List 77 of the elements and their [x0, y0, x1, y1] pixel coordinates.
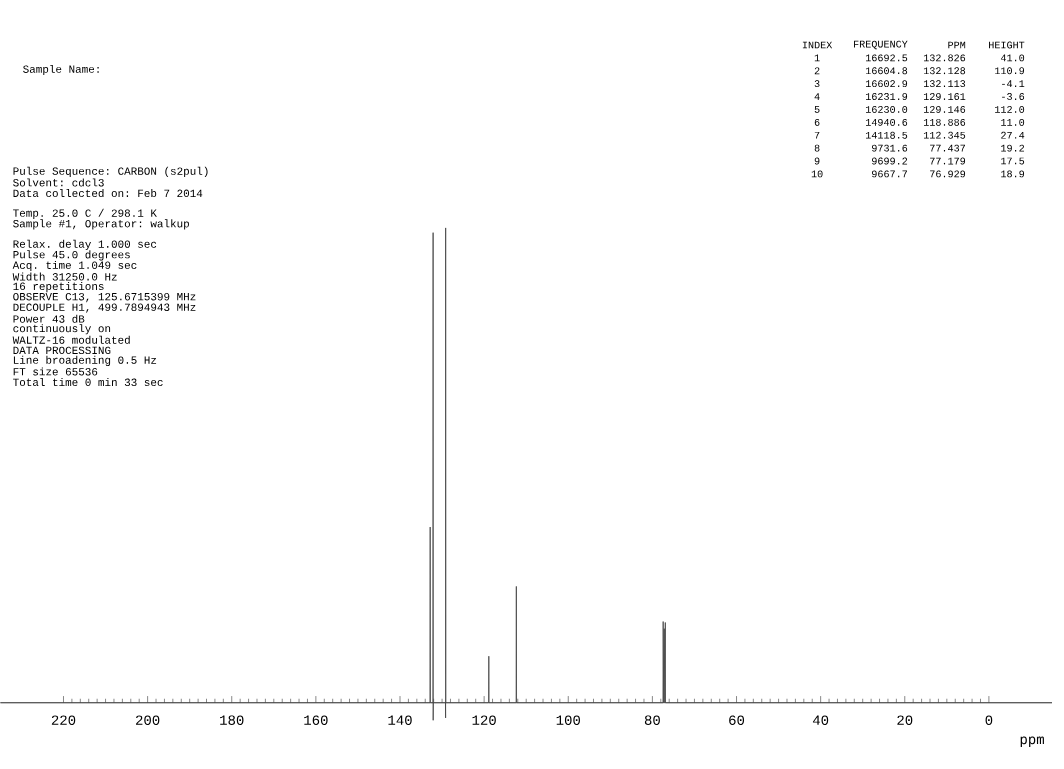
x-tick-label: 220: [51, 715, 76, 726]
x-tick-label: 140: [388, 715, 412, 726]
text: 16604.8: [865, 67, 908, 75]
text: 16230.0: [865, 106, 908, 114]
x-tick-label: 40: [812, 715, 829, 726]
text: 4: [814, 93, 820, 101]
annotation: Sample #1, Operator: walkup: [13, 219, 189, 230]
text: 77.179: [930, 157, 966, 165]
text: 110.9: [995, 67, 1025, 75]
text: 76.929: [930, 170, 966, 178]
text: 132.826: [923, 54, 966, 62]
annotation: DECOUPLE H1, 499.7894943 MHz: [13, 303, 196, 313]
text: INDEX: [802, 41, 833, 49]
text: 16231.9: [865, 93, 908, 101]
annotation: 16 repetitions: [13, 282, 104, 293]
x-tick-label: 200: [136, 715, 160, 726]
text: 27.4: [1001, 131, 1025, 139]
text: 9: [814, 157, 820, 165]
text: 19.2: [1001, 144, 1025, 152]
text: 7: [814, 132, 820, 139]
text: 9667.7: [872, 170, 908, 178]
text: 6: [814, 119, 820, 126]
text: 2: [814, 67, 820, 75]
text: 8: [814, 144, 820, 152]
annotation: DATA PROCESSING: [13, 346, 111, 355]
text: 132.128: [923, 67, 966, 75]
text: Sample Name:: [23, 65, 99, 76]
annotation: continuously on: [13, 324, 111, 335]
text: 11.0: [1001, 119, 1025, 126]
annotation: Total time 0 min 33 sec: [13, 378, 163, 387]
text: -3.6: [1002, 93, 1025, 101]
text: FREQUENCY: [854, 40, 908, 50]
text: -4.1: [1002, 80, 1025, 88]
annotation: WALTZ-16 modulated: [12, 335, 130, 344]
text: PPM: [948, 41, 966, 49]
text: 5: [814, 106, 820, 113]
text: 14118.5: [865, 131, 908, 139]
text: Solvent: cdcl3: [13, 178, 104, 187]
text: 10: [811, 170, 823, 178]
annotation: FT size 65536: [13, 367, 98, 376]
x-tick-label: 80: [644, 715, 660, 726]
text: 118.886: [923, 119, 966, 126]
x-tick-label: 120: [472, 715, 496, 726]
annotation: Pulse 45.0 degrees: [13, 250, 130, 261]
text: 112.345: [923, 131, 966, 139]
text: 132.113: [923, 80, 966, 88]
text: 41.0: [1000, 54, 1025, 62]
x-tick-label: 160: [304, 715, 328, 726]
x-tick-label: 180: [220, 715, 244, 726]
text: 17.5: [1001, 157, 1025, 165]
x-tick-label: 60: [729, 715, 745, 726]
annotation: Line broadening 0.5 Hz: [13, 355, 157, 367]
text: 9699.2: [872, 157, 908, 165]
text: 18.9: [1001, 170, 1025, 178]
text: 1: [814, 54, 820, 62]
annotation: Acq. time 1.049 sec: [12, 261, 137, 272]
annotation: Width 31250.0 Hz: [12, 272, 117, 281]
annotation: Power 43 dB: [13, 314, 85, 323]
x-tick-label: 0: [985, 715, 993, 726]
text: 129.146: [923, 106, 966, 114]
text: 77.437: [930, 144, 965, 152]
text: 16692.5: [865, 54, 908, 62]
text: 16602.9: [865, 80, 908, 88]
text: 14940.6: [865, 119, 908, 126]
annotation: OBSERVE C13, 125.6715399 MHz: [13, 293, 196, 303]
text: 129.161: [923, 93, 966, 101]
text: 112.0: [995, 106, 1025, 114]
annotation: Relax. delay 1.000 sec: [13, 239, 157, 251]
text: Data collected on: Feb 7 2014: [13, 189, 203, 198]
text: Temp. 25.0 C / 298.1 K: [13, 208, 157, 220]
text: HEIGHT: [989, 41, 1025, 49]
x-axis-title: ppm: [1020, 736, 1044, 748]
x-tick-label: 20: [897, 715, 913, 726]
text: Pulse Sequence: CARBON (s2pul): [13, 166, 208, 178]
text: 9731.6: [872, 144, 908, 152]
text: 3: [814, 80, 820, 88]
x-tick-label: 100: [556, 715, 580, 726]
